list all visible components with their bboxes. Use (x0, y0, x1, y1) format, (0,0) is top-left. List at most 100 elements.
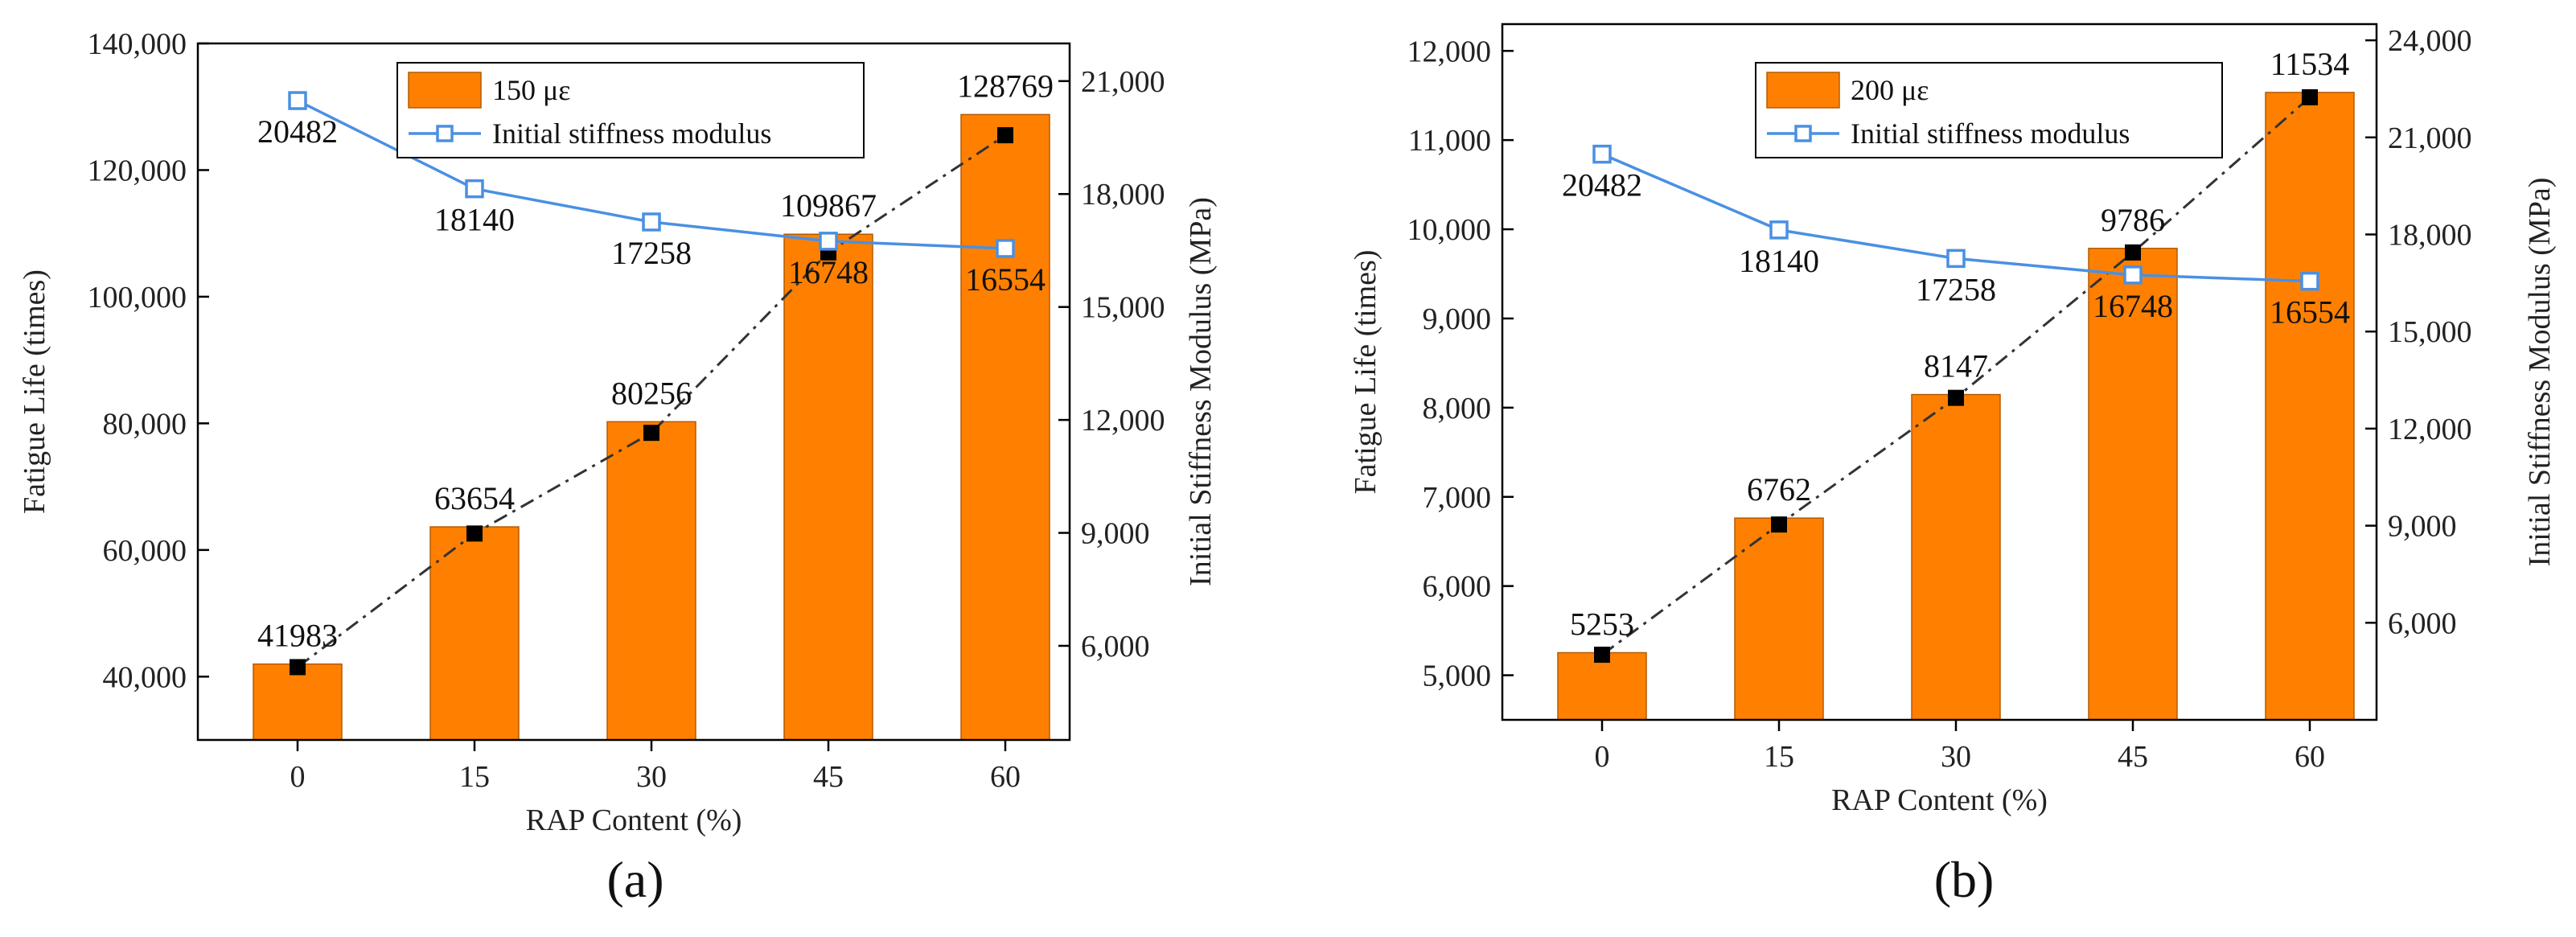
stiffness-value-label: 16748 (788, 254, 869, 290)
bar-value-label: 11534 (2270, 46, 2350, 82)
legend-label-bar: 200 με (1851, 74, 1929, 106)
right-tick-label: 6,000 (1081, 630, 1150, 664)
bar-value-label: 41983 (257, 618, 338, 654)
stiffness-point-60 (996, 239, 1015, 258)
stiffness-value-label: 17258 (1916, 271, 1996, 307)
right-tick-label: 12,000 (1081, 404, 1165, 438)
left-tick-label: 80,000 (103, 407, 187, 441)
x-axis-title: RAP Content (%) (526, 803, 742, 837)
bar-30 (606, 421, 696, 741)
bar-value-label: 9786 (2101, 202, 2165, 238)
bar-45 (783, 233, 873, 741)
y-axis-title: Fatigue Life (times) (1349, 250, 1382, 495)
legend: 150 με Initial stiffness modulus (396, 62, 865, 158)
right-tick-label: 9,000 (2388, 510, 2457, 544)
bar-45 (2088, 248, 2178, 721)
left-tick-label: 100,000 (88, 281, 187, 314)
legend-label-line: Initial stiffness modulus (492, 117, 771, 150)
legend-marker-swatch (436, 125, 454, 142)
trend-point-30 (643, 425, 659, 442)
left-tick-label: 12,000 (1407, 35, 1492, 68)
trend-point-30 (1948, 389, 1964, 406)
bar-30 (1911, 393, 2001, 721)
right-tick-label: 6,000 (2388, 606, 2457, 640)
stiffness-value-label: 16748 (2093, 288, 2173, 324)
right-tick-label: 21,000 (1081, 65, 1165, 99)
trend-point-60 (2302, 88, 2318, 105)
bar-15 (429, 526, 520, 741)
right-tick-label: 21,000 (2388, 121, 2472, 155)
legend-marker-swatch (1794, 125, 1812, 142)
right-tick-label: 15,000 (1081, 291, 1165, 325)
stiffness-point-45 (2123, 265, 2143, 285)
stiffness-value-label: 20482 (1562, 167, 1642, 203)
right-tick-label: 18,000 (2388, 219, 2472, 253)
trend-point-15 (466, 525, 483, 542)
stiffness-point-0 (1592, 144, 1612, 164)
stiffness-value-label: 18140 (1739, 243, 1819, 279)
chart-panel-b: 5253 6762 8147 9786 11534 20482 18140 17258 1674… (1349, 23, 2557, 908)
trend-point-60 (997, 127, 1013, 144)
y2-axis-title: Initial Stiffness Modulus (MPa) (2523, 178, 2557, 567)
right-tick-label: 24,000 (2388, 24, 2472, 58)
right-tick-label: 18,000 (1081, 178, 1165, 212)
left-tick-label: 11,000 (1408, 124, 1491, 158)
plot-frame (196, 42, 1071, 742)
x-tick-label: 15 (1764, 740, 1794, 774)
x-tick-label: 45 (2118, 740, 2148, 774)
bar-value-label: 109867 (780, 187, 877, 224)
trend-point-45 (2125, 244, 2141, 261)
plot-frame (1501, 23, 2378, 721)
right-tick-label: 12,000 (2388, 413, 2472, 446)
legend-bar-swatch (1766, 72, 1840, 109)
trend-point-0 (1594, 647, 1610, 664)
x-axis-title: RAP Content (%) (1831, 783, 2048, 817)
stiffness-point-0 (288, 91, 307, 110)
left-tick-label: 140,000 (88, 27, 187, 61)
right-tick-label: 9,000 (1081, 517, 1150, 551)
trend-point-0 (290, 659, 306, 676)
x-tick-label: 45 (813, 760, 844, 794)
stiffness-value-label: 17258 (611, 235, 692, 271)
x-tick-label: 30 (636, 760, 667, 794)
left-tick-label: 8,000 (1423, 392, 1492, 425)
x-tick-label: 0 (1595, 740, 1610, 774)
stiffness-value-label: 18140 (434, 202, 515, 238)
y-axis-title: Fatigue Life (times) (18, 269, 51, 514)
bar-value-label: 8147 (1924, 348, 1988, 384)
stiffness-point-30 (1946, 249, 1966, 269)
legend-label-bar: 150 με (492, 74, 570, 106)
bar-0 (253, 663, 343, 741)
stiffness-value-label: 20482 (257, 113, 338, 150)
left-tick-label: 10,000 (1407, 213, 1492, 247)
left-tick-label: 6,000 (1423, 570, 1492, 604)
x-tick-label: 15 (459, 760, 490, 794)
bar-value-label: 6762 (1747, 471, 1811, 508)
right-tick-label: 15,000 (2388, 315, 2472, 349)
x-tick-label: 30 (1941, 740, 1971, 774)
left-tick-label: 60,000 (103, 534, 187, 568)
panel-caption: (b) (1934, 851, 1995, 908)
left-tick-label: 7,000 (1423, 481, 1492, 515)
trend-point-15 (1771, 516, 1787, 533)
left-tick-label: 40,000 (103, 660, 187, 694)
bar-15 (1734, 517, 1824, 721)
bar-60 (960, 113, 1050, 741)
stiffness-point-30 (642, 212, 661, 232)
stiffness-point-45 (819, 232, 838, 251)
left-tick-label: 9,000 (1423, 302, 1492, 336)
stiffness-point-60 (2300, 271, 2319, 291)
bar-value-label: 80256 (611, 375, 692, 411)
bar-value-label: 5253 (1570, 606, 1634, 642)
left-tick-label: 5,000 (1423, 660, 1492, 693)
chart-panel-a: 41983 63654 80256 109867 128769 20482 18140 172… (18, 27, 1218, 908)
bar-60 (2265, 92, 2355, 721)
x-tick-label: 60 (2295, 740, 2325, 774)
stiffness-point-15 (1769, 220, 1789, 240)
y2-axis-title: Initial Stiffness Modulus (MPa) (1184, 197, 1218, 586)
left-tick-label: 120,000 (88, 154, 187, 187)
legend: 200 με Initial stiffness modulus (1755, 62, 2223, 158)
panel-caption: (a) (606, 851, 664, 908)
